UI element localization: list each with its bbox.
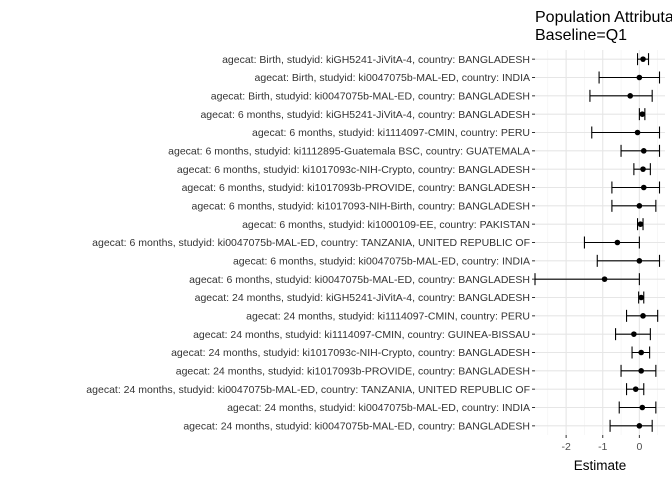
estimate-point: [614, 239, 621, 246]
row: agecat: 6 months, studyid: ki0047075b-MA…: [189, 273, 640, 286]
x-axis: -2 -1 0: [561, 435, 642, 453]
row-label: agecat: 6 months, studyid: kiGH5241-JiVi…: [200, 109, 530, 121]
estimate-point: [627, 93, 634, 99]
estimate-point: [636, 203, 643, 209]
row-label: agecat: 24 months, studyid: ki1114097-CM…: [246, 310, 530, 322]
row: agecat: 6 months, studyid: ki0047075b-MA…: [92, 236, 640, 249]
row: agecat: 24 months, studyid: ki0047075b-M…: [183, 419, 653, 432]
row-label: agecat: 6 months, studyid: ki1017093-NIH…: [192, 200, 531, 212]
x-tick-label: 0: [636, 441, 642, 453]
row-label: agecat: 24 months, studyid: ki0047075b-M…: [86, 384, 530, 396]
chart-title-line-1: Population Attributable: [535, 9, 672, 26]
row: agecat: 24 months, studyid: ki1017093c-N…: [171, 346, 651, 359]
row-label: agecat: Birth, studyid: kiGH5241-JiVitA-…: [222, 54, 530, 66]
row-label: agecat: 24 months, studyid: ki0047075b-M…: [183, 420, 530, 432]
estimate-point: [638, 368, 644, 374]
row: agecat: 24 months, studyid: ki1017093b-P…: [176, 364, 657, 377]
x-axis-label: Estimate: [574, 458, 627, 473]
estimate-point: [632, 386, 639, 392]
estimate-point: [636, 258, 643, 264]
row: agecat: Birth, studyid: kiGH5241-JiVitA-…: [222, 53, 650, 66]
estimate-point: [634, 129, 641, 136]
row: agecat: 24 months, studyid: kiGH5241-JiV…: [195, 291, 645, 304]
row: agecat: 24 months, studyid: ki0047075b-M…: [227, 401, 657, 414]
row: agecat: 6 months, studyid: kiGH5241-JiVi…: [200, 108, 646, 121]
estimate-point: [640, 56, 646, 62]
row-label: agecat: 24 months, studyid: kiGH5241-JiV…: [195, 292, 530, 304]
row: agecat: 6 months, studyid: ki0047075b-MA…: [233, 254, 661, 267]
row-label: agecat: 24 months, studyid: ki1017093c-N…: [171, 347, 530, 359]
row-label: agecat: 6 months, studyid: ki0047075b-MA…: [189, 274, 530, 286]
x-tick-label: -2: [561, 441, 570, 453]
row: agecat: 6 months, studyid: ki1017093-NIH…: [192, 199, 657, 212]
row: agecat: Birth, studyid: ki0047075b-MAL-E…: [255, 71, 661, 84]
row: agecat: 6 months, studyid: ki1017093c-NI…: [177, 163, 651, 176]
estimate-point: [640, 148, 647, 154]
row: agecat: 6 months, studyid: ki1112895-Gua…: [168, 144, 661, 157]
estimate-point: [637, 221, 644, 227]
row-label: agecat: Birth, studyid: ki0047075b-MAL-E…: [211, 90, 530, 102]
estimate-point: [640, 184, 647, 191]
estimate-point: [639, 111, 646, 117]
estimate-point: [639, 404, 646, 411]
row-label: agecat: 6 months, studyid: ki1000109-EE,…: [242, 219, 530, 231]
row-label: agecat: 24 months, studyid: ki1017093b-P…: [176, 365, 530, 377]
row-label: agecat: 6 months, studyid: ki0047075b-MA…: [92, 237, 530, 249]
estimate-point: [601, 276, 608, 282]
row: agecat: 6 months, studyid: ki1017093b-PR…: [182, 181, 661, 194]
row-label: agecat: 6 months, studyid: ki0047075b-MA…: [233, 255, 530, 267]
row-label: agecat: 6 months, studyid: ki1114097-CMI…: [252, 127, 530, 139]
estimate-rows: agecat: Birth, studyid: kiGH5241-JiVitA-…: [86, 53, 661, 432]
estimate-point: [638, 349, 644, 356]
estimate-point: [638, 294, 644, 301]
row: agecat: 6 months, studyid: ki1000109-EE,…: [242, 218, 644, 231]
row-label: agecat: 6 months, studyid: ki1112895-Gua…: [168, 145, 530, 157]
row: agecat: 6 months, studyid: ki1114097-CMI…: [252, 126, 661, 139]
row: agecat: 24 months, studyid: ki1114097-CM…: [193, 328, 651, 341]
row-label: agecat: 6 months, studyid: ki1017093c-NI…: [177, 164, 530, 176]
row: agecat: 24 months, studyid: ki1114097-CM…: [246, 309, 659, 322]
row: agecat: 24 months, studyid: ki0047075b-M…: [86, 383, 645, 396]
estimate-point: [631, 331, 637, 337]
estimate-point: [640, 313, 646, 319]
estimate-point: [640, 166, 646, 172]
estimate-point: [636, 423, 643, 429]
row: agecat: Birth, studyid: ki0047075b-MAL-E…: [211, 89, 653, 102]
row-label: agecat: 24 months, studyid: ki1114097-CM…: [193, 329, 530, 341]
row-label: agecat: 24 months, studyid: ki0047075b-M…: [227, 402, 530, 414]
x-tick-label: -1: [598, 441, 607, 453]
estimate-point: [636, 74, 643, 81]
row-label: agecat: Birth, studyid: ki0047075b-MAL-E…: [255, 72, 530, 84]
row-label: agecat: 6 months, studyid: ki1017093b-PR…: [182, 182, 530, 194]
chart-title-line-2: Baseline=Q1: [535, 27, 627, 44]
